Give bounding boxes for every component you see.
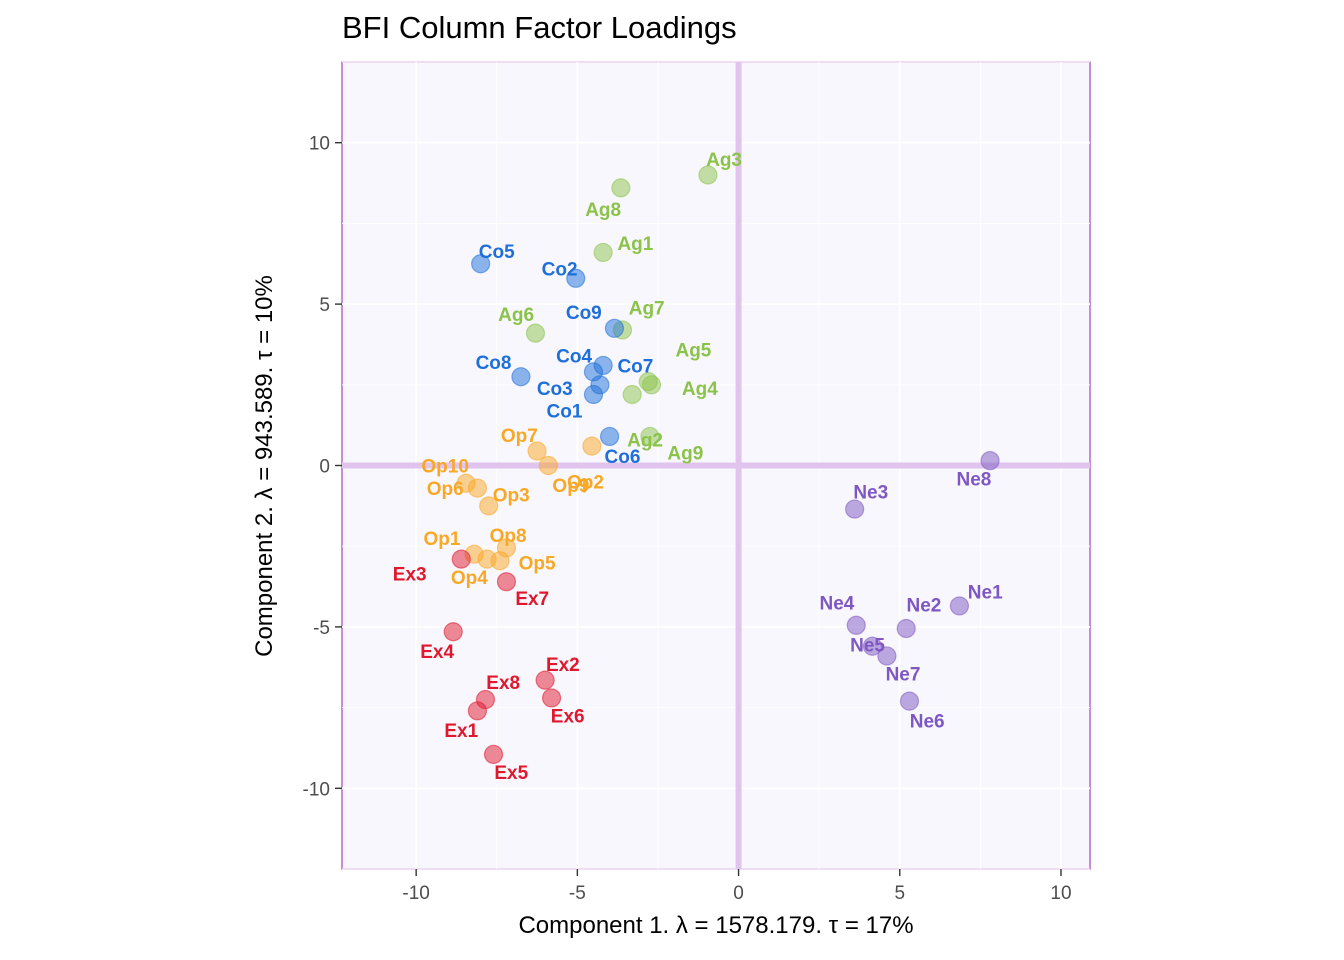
data-point-ne3 [845, 499, 865, 519]
data-point-ag6 [525, 323, 546, 343]
data-label-ne7: Ne7 [886, 665, 921, 686]
data-point-ag5 [638, 371, 658, 392]
data-label-ex1: Ex1 [444, 721, 478, 742]
data-label-co1: Co1 [547, 402, 583, 423]
data-point-ag1 [593, 242, 613, 263]
data-point-ag3 [698, 165, 718, 185]
data-point-ex5 [483, 744, 504, 765]
data-label-ag1: Ag1 [617, 234, 653, 255]
data-label-co4: Co4 [556, 347, 592, 368]
point-labels: Ag1 Ag2 Ag3 Ag4 Ag5 Ag6 Ag7 Ag8 Ag9 Co1 Co2 Co3 Co4 C… [393, 150, 1003, 784]
data-label-ex6: Ex6 [551, 707, 585, 728]
data-point-co8 [511, 367, 531, 387]
data-label-ag2: Ag2 [627, 431, 663, 452]
data-point-ex7 [496, 572, 517, 592]
data-point-ne5 [862, 636, 882, 656]
data-point-ag9 [640, 426, 660, 447]
x-axis-title: Component 1. λ = 1578.179. τ = 17% [518, 912, 913, 939]
data-label-op9: Op9 [552, 476, 589, 497]
data-label-op10: Op10 [421, 457, 469, 478]
data-label-ex8: Ex8 [486, 673, 520, 694]
data-point-co6 [600, 426, 620, 447]
y-tick-label: -5 [313, 618, 330, 639]
data-label-co2: Co2 [542, 260, 578, 281]
data-label-ne4: Ne4 [819, 594, 854, 615]
data-label-op2: Op2 [567, 473, 604, 494]
data-label-op6: Op6 [427, 479, 464, 500]
data-label-ag9: Ag9 [667, 444, 703, 465]
y-tick-label: 0 [319, 457, 330, 478]
data-point-ex2 [535, 670, 555, 690]
data-point-co2 [566, 268, 586, 288]
data-point-ne4 [846, 615, 866, 635]
data-point-ne2 [896, 618, 916, 639]
data-point-op8 [496, 538, 517, 558]
data-label-ne3: Ne3 [853, 482, 888, 503]
data-point-op2 [582, 436, 602, 456]
x-tick-label: -10 [402, 883, 429, 904]
x-tick-label: 5 [894, 883, 905, 904]
data-label-op5: Op5 [519, 553, 556, 574]
data-point-ne6 [899, 691, 920, 711]
y-tick-label: 5 [319, 295, 330, 316]
data-point-ag2 [622, 384, 642, 405]
x-tick-label: 0 [733, 883, 744, 904]
data-label-ag8: Ag8 [585, 200, 621, 221]
data-point-ne1 [949, 596, 970, 616]
data-point-ex3 [451, 549, 471, 569]
data-label-ex5: Ex5 [494, 763, 528, 784]
data-label-op8: Op8 [490, 526, 527, 547]
x-axis-ticks: -10 -5 0 5 10 [402, 869, 1072, 904]
data-label-op1: Op1 [423, 529, 460, 550]
data-label-ne1: Ne1 [968, 582, 1003, 603]
y-axis-title: Component 2. λ = 943.589. τ = 10% [251, 275, 278, 657]
data-label-co3: Co3 [537, 379, 573, 400]
y-tick-label: -10 [303, 779, 330, 800]
x-tick-label: 10 [1050, 883, 1071, 904]
y-axis-ticks: -10 -5 0 5 10 [303, 134, 342, 800]
data-point-op9 [538, 455, 558, 476]
data-label-ex7: Ex7 [515, 589, 549, 610]
data-label-op7: Op7 [501, 426, 538, 447]
data-label-co8: Co8 [476, 353, 512, 374]
data-point-ex4 [443, 622, 463, 642]
x-tick-label: -5 [569, 883, 586, 904]
data-point-ne8 [980, 451, 1000, 471]
data-label-ag5: Ag5 [675, 340, 711, 361]
origin-lines [342, 62, 1090, 869]
data-label-ag7: Ag7 [629, 298, 665, 319]
data-label-op3: Op3 [493, 486, 530, 507]
data-label-ag4: Ag4 [682, 379, 718, 400]
data-point-ag8 [611, 178, 631, 198]
data-label-ag3: Ag3 [706, 150, 742, 171]
data-point-co9 [604, 318, 625, 338]
data-points [443, 165, 1000, 765]
chart-title: BFI Column Factor Loadings [342, 10, 737, 45]
data-point-op10 [456, 473, 476, 493]
data-label-ag6: Ag6 [498, 305, 534, 326]
data-label-ex4: Ex4 [420, 642, 454, 663]
data-label-co6: Co6 [605, 447, 641, 468]
data-label-ne6: Ne6 [910, 712, 945, 733]
data-label-ne5: Ne5 [850, 636, 885, 657]
data-label-co9: Co9 [566, 303, 602, 324]
data-point-co7 [593, 355, 613, 376]
data-point-co5 [471, 254, 491, 274]
data-label-ne2: Ne2 [907, 595, 942, 616]
data-point-ne7 [877, 646, 897, 666]
data-point-ex6 [541, 688, 562, 708]
data-label-ex3: Ex3 [393, 565, 427, 586]
data-point-ex8 [475, 689, 496, 710]
data-label-co5: Co5 [479, 242, 515, 263]
data-point-op3 [479, 496, 499, 516]
data-label-ne8: Ne8 [957, 469, 992, 490]
y-tick-label: 10 [309, 134, 330, 155]
data-label-ex2: Ex2 [546, 655, 580, 676]
data-point-op7 [527, 441, 547, 461]
data-label-co7: Co7 [617, 356, 653, 377]
data-label-op4: Op4 [451, 568, 488, 589]
